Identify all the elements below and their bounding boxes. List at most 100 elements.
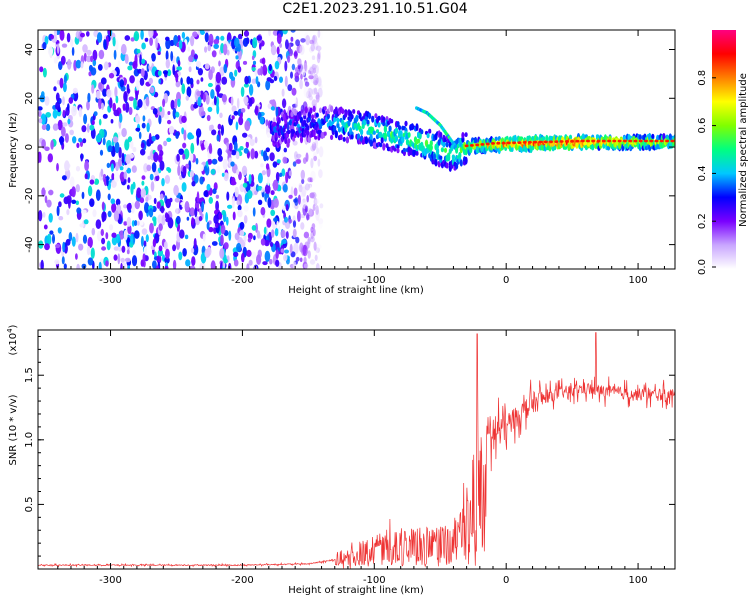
- spectrogram-cell: [313, 75, 317, 83]
- spectrogram-cell: [160, 205, 165, 214]
- spectrogram-cell: [87, 111, 92, 120]
- spectrogram-cell: [243, 205, 249, 212]
- spectrogram-cell: [150, 181, 155, 192]
- spectrogram-cell: [638, 139, 643, 143]
- spectrogram-cell: [159, 160, 165, 171]
- spectrogram-cell: [309, 65, 313, 72]
- spectrogram-cell: [113, 210, 119, 222]
- spectrogram-cell: [62, 122, 68, 127]
- spectrogram-cell: [284, 60, 288, 72]
- spectrogram-cell: [371, 116, 375, 123]
- spectrogram-cell: [190, 134, 195, 140]
- spectrogram-cell: [311, 55, 316, 60]
- spectrogram-cell: [226, 191, 230, 201]
- spectrogram-cell: [237, 43, 241, 52]
- spectrogram-cell: [559, 140, 564, 143]
- spectrogram-cell: [44, 243, 50, 251]
- spectrogram-cell: [59, 30, 65, 41]
- spectrogram-cell: [261, 57, 266, 65]
- spectrogram-cell: [183, 129, 187, 141]
- spectrogram-cell: [221, 209, 226, 216]
- spectrogram-cell: [312, 151, 317, 162]
- spectrogram-cell: [644, 139, 648, 143]
- spectrogram-cell: [301, 68, 306, 76]
- spectrogram-cell: [113, 246, 119, 251]
- spectrogram-cell: [240, 86, 245, 98]
- spectrogram-cell: [109, 97, 113, 109]
- spectrogram-cell: [249, 138, 255, 147]
- spectrogram-cell: [307, 238, 311, 249]
- spectrogram-cell: [139, 54, 142, 66]
- spectrogram-cell: [151, 135, 156, 142]
- spectrogram-cell: [250, 148, 255, 160]
- spectrogram-cell: [337, 126, 342, 133]
- spectrogram-cell: [132, 181, 136, 190]
- spectrogram-cell: [285, 203, 289, 210]
- spectrogram-cell: [86, 55, 92, 63]
- spectrogram-cell: [458, 151, 462, 159]
- spectrogram-cell: [64, 133, 69, 143]
- spectrogram-cell: [114, 86, 118, 98]
- spectrogram-cell: [345, 136, 349, 144]
- spectrogram-cell: [158, 78, 162, 85]
- spectrogram-cell: [190, 142, 195, 154]
- spectrogram-cell: [211, 241, 218, 246]
- spectrogram-cell: [123, 229, 128, 241]
- spectrogram-cell: [220, 124, 224, 136]
- spectrogram-cell: [138, 131, 142, 140]
- spectrogram-cell: [140, 142, 145, 149]
- spectrogram-cell: [178, 251, 183, 261]
- spectrogram-cell: [164, 113, 169, 120]
- spectrogram-cell: [295, 159, 301, 164]
- spectrogram-cell: [633, 139, 638, 143]
- spectrogram-cell: [290, 71, 293, 79]
- spectrogram-cell: [291, 87, 297, 96]
- spectrogram-cell: [185, 259, 191, 267]
- spectrogram-cell: [622, 139, 627, 143]
- spectrogram-cell: [366, 119, 370, 125]
- spectrogram-cell: [312, 228, 316, 237]
- spectrogram-cell: [439, 131, 443, 138]
- spectrogram-cell: [330, 134, 334, 140]
- spectrogram-cell: [92, 49, 98, 61]
- spectrogram-cell: [265, 119, 269, 127]
- spectrogram-cell: [257, 199, 263, 205]
- spectrogram-cell: [207, 106, 213, 112]
- spectrogram-cell: [84, 173, 88, 180]
- spectrogram-cell: [254, 190, 258, 196]
- snr-series-line: [38, 332, 675, 569]
- spectrogram-cell: [199, 176, 204, 185]
- spectrogram-cell: [239, 221, 245, 230]
- spectrogram-cell: [142, 115, 146, 122]
- spectrogram-cell: [199, 30, 206, 35]
- spectrogram-cell: [261, 187, 265, 193]
- spectrogram-cell: [292, 261, 297, 269]
- spectrogram-cell: [80, 61, 84, 69]
- spectrogram-cell: [118, 246, 122, 252]
- spectrogram-cell: [190, 170, 195, 177]
- spectrogram-cell: [101, 102, 104, 111]
- spectrogram-cell: [459, 159, 463, 167]
- spectrogram-cell: [270, 190, 275, 196]
- spectrogram-cell: [67, 58, 72, 70]
- spectrogram-cell: [455, 162, 459, 170]
- spectrogram-cell: [56, 205, 60, 217]
- spectrogram-cell: [279, 43, 282, 48]
- spectrogram-cell: [210, 89, 215, 99]
- spectrogram-cell: [300, 73, 303, 80]
- spectrogram-cell: [344, 110, 348, 118]
- spectrogram-cell: [101, 246, 107, 251]
- spectrogram-cell: [223, 43, 228, 56]
- spectrogram-cell: [319, 30, 323, 41]
- spectrogram-cell: [285, 133, 289, 138]
- spectrogram-cell: [213, 38, 220, 45]
- spectrogram-cell: [231, 115, 235, 120]
- spectrogram-cell: [157, 214, 163, 225]
- spectrogram-cell: [255, 222, 258, 233]
- spectrogram-cell: [276, 220, 280, 231]
- spectrogram-cell: [89, 179, 95, 185]
- spectrogram-cell: [256, 254, 262, 265]
- spectrogram-cell: [231, 105, 237, 113]
- spectrogram-cell: [185, 163, 190, 169]
- spectrogram-cell: [308, 75, 314, 80]
